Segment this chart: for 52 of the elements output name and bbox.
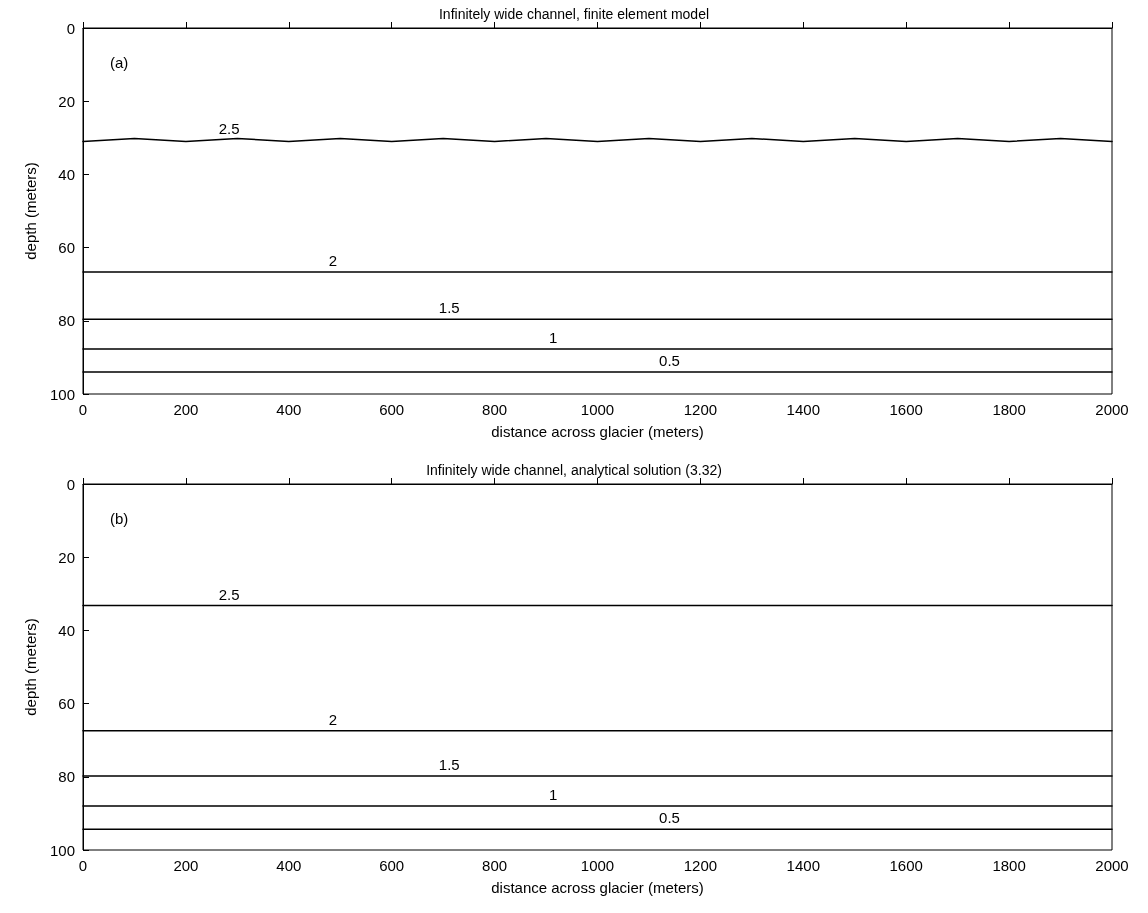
x-tick-label: 1800 (992, 857, 1026, 874)
y-tick-label: 0 (66, 475, 75, 493)
y-tick-label: 60 (58, 239, 75, 257)
y-tick-label: 100 (49, 385, 75, 403)
x-tick-label: 600 (379, 857, 405, 874)
chart-title: Infinitely wide channel, finite element model (438, 6, 710, 22)
annotation: (b) (110, 510, 129, 527)
x-tick-label: 1600 (889, 401, 923, 418)
y-tick-label: 80 (58, 768, 75, 786)
x-tick-label: 2000 (1095, 857, 1129, 874)
x-tick-label: 400 (276, 401, 302, 418)
x-tick-label: 1200 (683, 401, 718, 418)
x-tick-label: 1400 (786, 401, 820, 418)
x-tick-label: 200 (173, 401, 199, 418)
x-tick-label: 1800 (992, 401, 1026, 418)
series-label: 1.5 (438, 756, 460, 774)
x-tick-label: 400 (276, 857, 302, 874)
series-label: 1 (548, 786, 558, 804)
x-tick-label: 200 (173, 857, 199, 874)
series-label: 2.5 (218, 120, 240, 137)
series-label: 1 (548, 328, 558, 346)
y-tick-label: 60 (58, 695, 75, 713)
y-tick-label: 20 (58, 92, 75, 110)
x-tick-label: 600 (379, 401, 405, 418)
x-tick-label: 800 (482, 857, 508, 874)
x-tick-label: 1600 (889, 857, 923, 874)
series-label: 2 (328, 252, 338, 270)
y-axis-title: depth (meters) (22, 162, 39, 260)
chart-title: Infinitely wide channel, analytical solution (3.32) (426, 462, 722, 478)
x-tick-label: 1200 (683, 857, 718, 874)
y-axis-title: depth (meters) (22, 618, 39, 716)
x-tick-label: 0 (78, 401, 88, 418)
x-tick-label: 1400 (786, 857, 820, 874)
y-tick-label: 100 (49, 841, 75, 859)
x-tick-label: 2000 (1095, 401, 1129, 418)
series-label: 2.5 (218, 585, 240, 603)
x-tick-label: 0 (78, 857, 88, 874)
annotation: (a) (110, 54, 129, 71)
x-axis-title: distance across glacier (meters) (491, 879, 704, 896)
x-axis-title: distance across glacier (meters) (491, 423, 704, 440)
y-tick-label: 20 (58, 548, 75, 566)
series-label: 1.5 (438, 299, 460, 317)
series-label: 0.5 (659, 809, 680, 827)
series-label: 0.5 (659, 352, 680, 370)
y-tick-label: 0 (66, 19, 75, 37)
x-tick-label: 1000 (580, 857, 615, 874)
x-tick-label: 1000 (580, 401, 615, 418)
series-label: 2 (328, 710, 338, 728)
x-tick-label: 800 (482, 401, 508, 418)
y-tick-label: 80 (58, 312, 75, 330)
y-tick-label: 40 (58, 165, 75, 183)
y-tick-label: 40 (58, 621, 75, 639)
